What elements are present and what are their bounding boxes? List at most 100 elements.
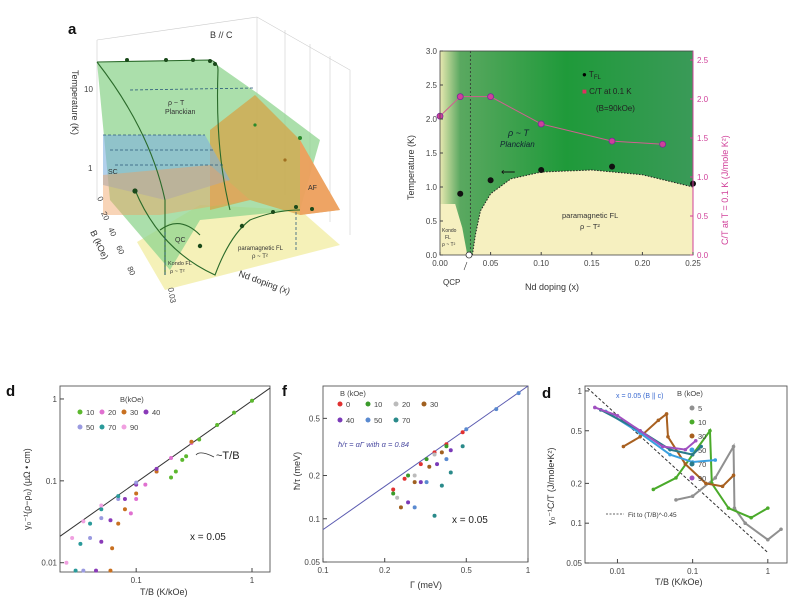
legend-label-0: 0: [346, 400, 350, 409]
data-point-20: [432, 452, 437, 457]
data-point-30: [110, 546, 115, 551]
data-point-10: [708, 428, 712, 433]
legend-marker-40: [337, 417, 343, 423]
data-point-30: [189, 439, 194, 444]
y-tick-label: 1.5: [426, 149, 438, 158]
data-point-90: [70, 536, 75, 541]
data-point-70: [78, 541, 83, 546]
data-point-30: [398, 505, 403, 510]
data-point-30: [412, 480, 417, 485]
legend-marker-50: [365, 417, 371, 423]
y-tick: 80: [125, 265, 137, 277]
data-point-50: [412, 505, 417, 510]
legend-marker-70: [99, 424, 105, 430]
data-point-40: [108, 518, 113, 523]
data-point-0: [391, 487, 396, 492]
data-point-50: [444, 457, 449, 462]
data-point-40: [435, 462, 440, 467]
data-point-30: [704, 481, 708, 486]
y-tick: 40: [106, 226, 118, 238]
legend-label-70: 70: [108, 423, 116, 432]
y-tick-label: 3.0: [426, 47, 438, 56]
panel-a: a B // C ρ ~ T: [68, 16, 351, 304]
data-point-30: [656, 418, 661, 423]
y-axis-label: ħ/τ (meV): [292, 452, 302, 490]
region-label-kfl-rho: ρ ~ T²: [170, 269, 185, 275]
data-point-90: [99, 503, 104, 508]
data-point-10: [173, 469, 178, 474]
data-point-40: [418, 480, 423, 485]
y-tick-label: 0.2: [571, 479, 583, 488]
legend-label-20: 20: [402, 400, 410, 409]
annotation-t-over-b: ~T/B: [216, 450, 240, 462]
data-point-10: [391, 491, 396, 496]
data-point-10: [197, 437, 202, 442]
legend-label-5: 5: [698, 404, 702, 413]
y-tick-label: 0.5: [426, 217, 438, 226]
region-sc-surface: [103, 135, 230, 200]
panel-b-marks: [436, 93, 696, 197]
plot-frame: [584, 385, 788, 564]
data-point-70: [432, 513, 437, 518]
legend-label-20: 20: [108, 408, 116, 417]
legend-title: B (kOe): [340, 389, 366, 398]
data-point-70: [668, 447, 672, 452]
data-point-50: [713, 458, 718, 462]
data-point-50: [668, 452, 672, 457]
data-point-30: [683, 462, 688, 466]
legend-label-50: 50: [86, 423, 94, 432]
data-point-50: [81, 568, 86, 573]
ct-point: [487, 93, 495, 101]
y2-tick-label: 0.0: [697, 251, 709, 260]
x-tick: 0.03: [166, 287, 178, 304]
data-point-50: [494, 407, 499, 412]
data-point-10: [232, 410, 237, 415]
x-tick-label: 0.05: [483, 259, 499, 268]
tfl-point: [538, 167, 545, 173]
data-point-50: [88, 536, 93, 541]
y2-tick-label: 0.5: [697, 212, 709, 221]
data-point-10: [444, 444, 449, 449]
region-label-planckian: Planckian: [500, 140, 535, 149]
x-tick-label: 0.1: [317, 566, 329, 575]
x-axis-label: T/B (K/kOe): [140, 587, 188, 597]
data-point-90: [693, 438, 698, 443]
data-point-0: [402, 476, 407, 481]
data-point-40: [448, 448, 453, 453]
region-paramagnetic-fl: [472, 170, 693, 255]
legend-marker-30: [121, 409, 127, 415]
data-point-5: [743, 521, 747, 525]
data-point-30: [116, 521, 121, 526]
panel-b-ticks: 0.00 0.05 0.10 0.15 0.20 0.250.00.51.01.52.02…: [426, 47, 709, 268]
doping-label: x = 0.05: [452, 515, 488, 526]
data-point-20: [134, 496, 139, 501]
y2-tick-label: 1.5: [697, 134, 709, 143]
fit-legend-label: Fit to (T/B)^-0.45: [628, 512, 677, 519]
region-orange-plane: [103, 165, 250, 215]
data-point-40: [406, 500, 411, 505]
data-point-70: [690, 452, 695, 457]
data-point-10: [169, 475, 174, 480]
3d-box-grid: [96, 16, 351, 235]
data-point-90: [615, 413, 620, 418]
data-point-10: [180, 457, 185, 462]
data-point-30: [621, 444, 626, 449]
data-point-5: [766, 537, 770, 542]
data-point-70: [88, 521, 93, 526]
panel-d-resistivity: d B(kOe) ~T/B x = 0.05 T/B (K/kOe) γ₀⁻¹(…: [6, 383, 271, 597]
data-point-10: [406, 473, 411, 478]
ct-point: [608, 137, 616, 145]
arrow-left-icon: ⟵: [501, 167, 515, 178]
data-point-40: [94, 568, 99, 573]
panel-label-d: d: [542, 385, 551, 402]
data-point-10: [424, 457, 429, 462]
data-point-5: [779, 527, 783, 532]
legend-label-30: 30: [430, 400, 438, 409]
legend-label-40: 40: [346, 416, 354, 425]
data-point-30: [664, 412, 669, 416]
data-point-90: [683, 447, 688, 452]
legend-marker-30: [421, 401, 427, 407]
y-tick: 0: [95, 195, 105, 203]
y-tick-label: 0.1: [46, 477, 58, 486]
y-tick-label: 0.5: [309, 414, 321, 423]
